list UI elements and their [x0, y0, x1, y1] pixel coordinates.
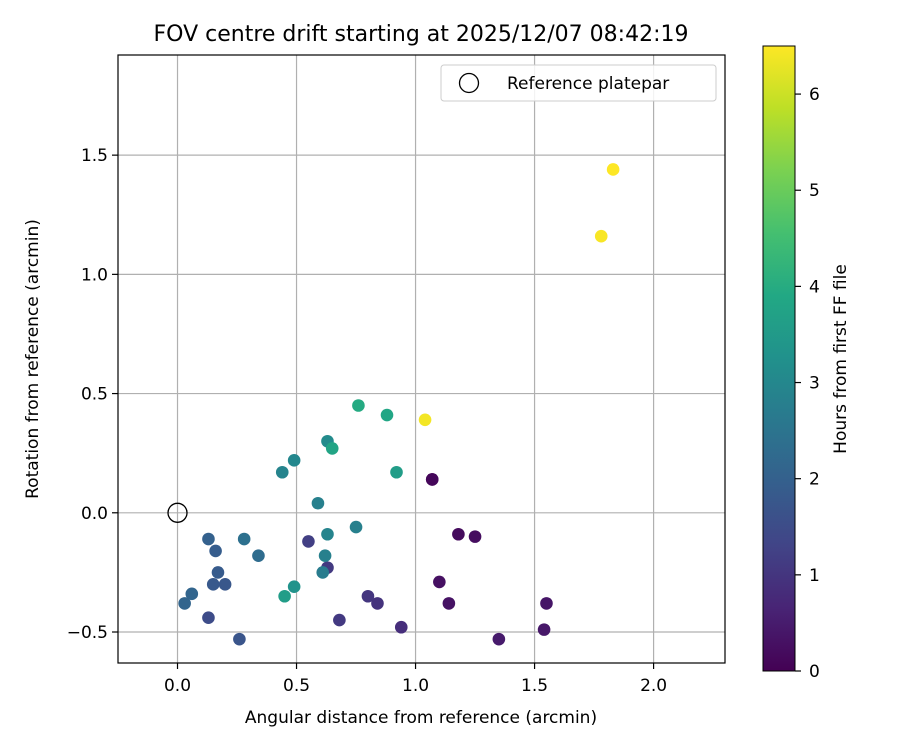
axes-frame [117, 54, 726, 664]
scatter-point [594, 229, 608, 243]
scatter-point [252, 549, 265, 563]
x-tick-label: 0.0 [164, 676, 191, 696]
y-tick-label: 1.5 [81, 146, 108, 166]
scatter-point [302, 535, 315, 548]
scatter-point [209, 544, 222, 558]
colorbar-tick-label: 3 [809, 374, 820, 394]
y-tick-label: 0.0 [81, 504, 108, 524]
scatter-point [352, 399, 365, 412]
plot-area [118, 55, 725, 663]
scatter-point [540, 597, 553, 610]
scatter-point [537, 623, 551, 636]
colorbar-tick-label: 1 [809, 566, 820, 586]
scatter-point [492, 632, 506, 646]
scatter-point [380, 408, 394, 422]
scatter-point [371, 597, 384, 610]
colorbar-tick-label: 5 [809, 181, 820, 201]
scatter-point [275, 465, 289, 479]
colorbar-tick-label: 6 [809, 85, 820, 105]
chart-title: FOV centre drift starting at 2025/12/07 … [154, 22, 689, 47]
x-tick-label: 0.5 [283, 676, 310, 696]
x-tick-label: 1.5 [521, 676, 548, 696]
colorbar-gradient [762, 45, 796, 672]
scatter-point [468, 530, 482, 543]
scatter-point [287, 580, 301, 594]
x-axis-ticks: 0.0 0.5 1.0 1.5 2.0 [164, 663, 667, 696]
scatter-points [178, 163, 620, 646]
colorbar-label: Hours from first FF file [831, 264, 851, 454]
scatter-point [390, 465, 403, 479]
x-tick-label: 1.0 [402, 676, 429, 696]
y-tick-label: 0.5 [81, 385, 108, 405]
scatter-point [278, 589, 291, 603]
colorbar-tick-label: 4 [809, 277, 820, 297]
x-tick-label: 2.0 [640, 676, 667, 696]
scatter-point [349, 520, 363, 534]
scatter-point [418, 413, 432, 427]
scatter-point [287, 454, 301, 467]
scatter-point [233, 632, 246, 646]
scatter-point [394, 620, 408, 634]
colorbar-tick-label: 0 [809, 662, 820, 682]
scatter-point [202, 611, 215, 624]
grid [118, 55, 725, 663]
scatter-point [321, 527, 334, 541]
scatter-point [318, 549, 332, 563]
scatter-point [361, 589, 375, 603]
scatter-point [237, 532, 251, 546]
colorbar-ticks: 0 1 2 3 4 5 6 [795, 85, 820, 682]
scatter-point [333, 613, 346, 627]
legend-marker-icon [458, 72, 480, 94]
scatter-point [425, 473, 439, 486]
colorbar: 0 1 2 3 4 5 6 Hours from first FF file [762, 45, 851, 682]
legend-entry-reference-platepar: Reference platepar [507, 74, 669, 94]
y-axis-ticks: −0.5 0.0 0.5 1.0 1.5 [67, 146, 118, 643]
scatter-point [202, 532, 215, 546]
scatter-point [185, 587, 199, 601]
scatter-point [311, 496, 325, 510]
scatter-point [178, 597, 191, 610]
scatter-point [206, 578, 220, 591]
scatter-point [218, 578, 232, 591]
scatter-point [606, 163, 620, 176]
y-axis-label: Rotation from reference (arcmin) [23, 219, 43, 499]
scatter-point [316, 566, 330, 579]
y-tick-label: −0.5 [67, 623, 108, 643]
scatter-point [442, 597, 456, 610]
reference-marker-layer [167, 502, 188, 523]
colorbar-tick-label: 2 [809, 470, 820, 490]
reference-platepar-marker [167, 502, 188, 523]
x-axis-label: Angular distance from reference (arcmin) [245, 708, 597, 728]
legend-box [440, 64, 717, 102]
scatter-point [211, 566, 225, 579]
scatter-point [325, 442, 339, 455]
y-tick-label: 1.0 [81, 265, 108, 285]
scatter-point [433, 575, 446, 589]
scatter-point [452, 527, 465, 541]
legend: Reference platepar [440, 64, 717, 102]
